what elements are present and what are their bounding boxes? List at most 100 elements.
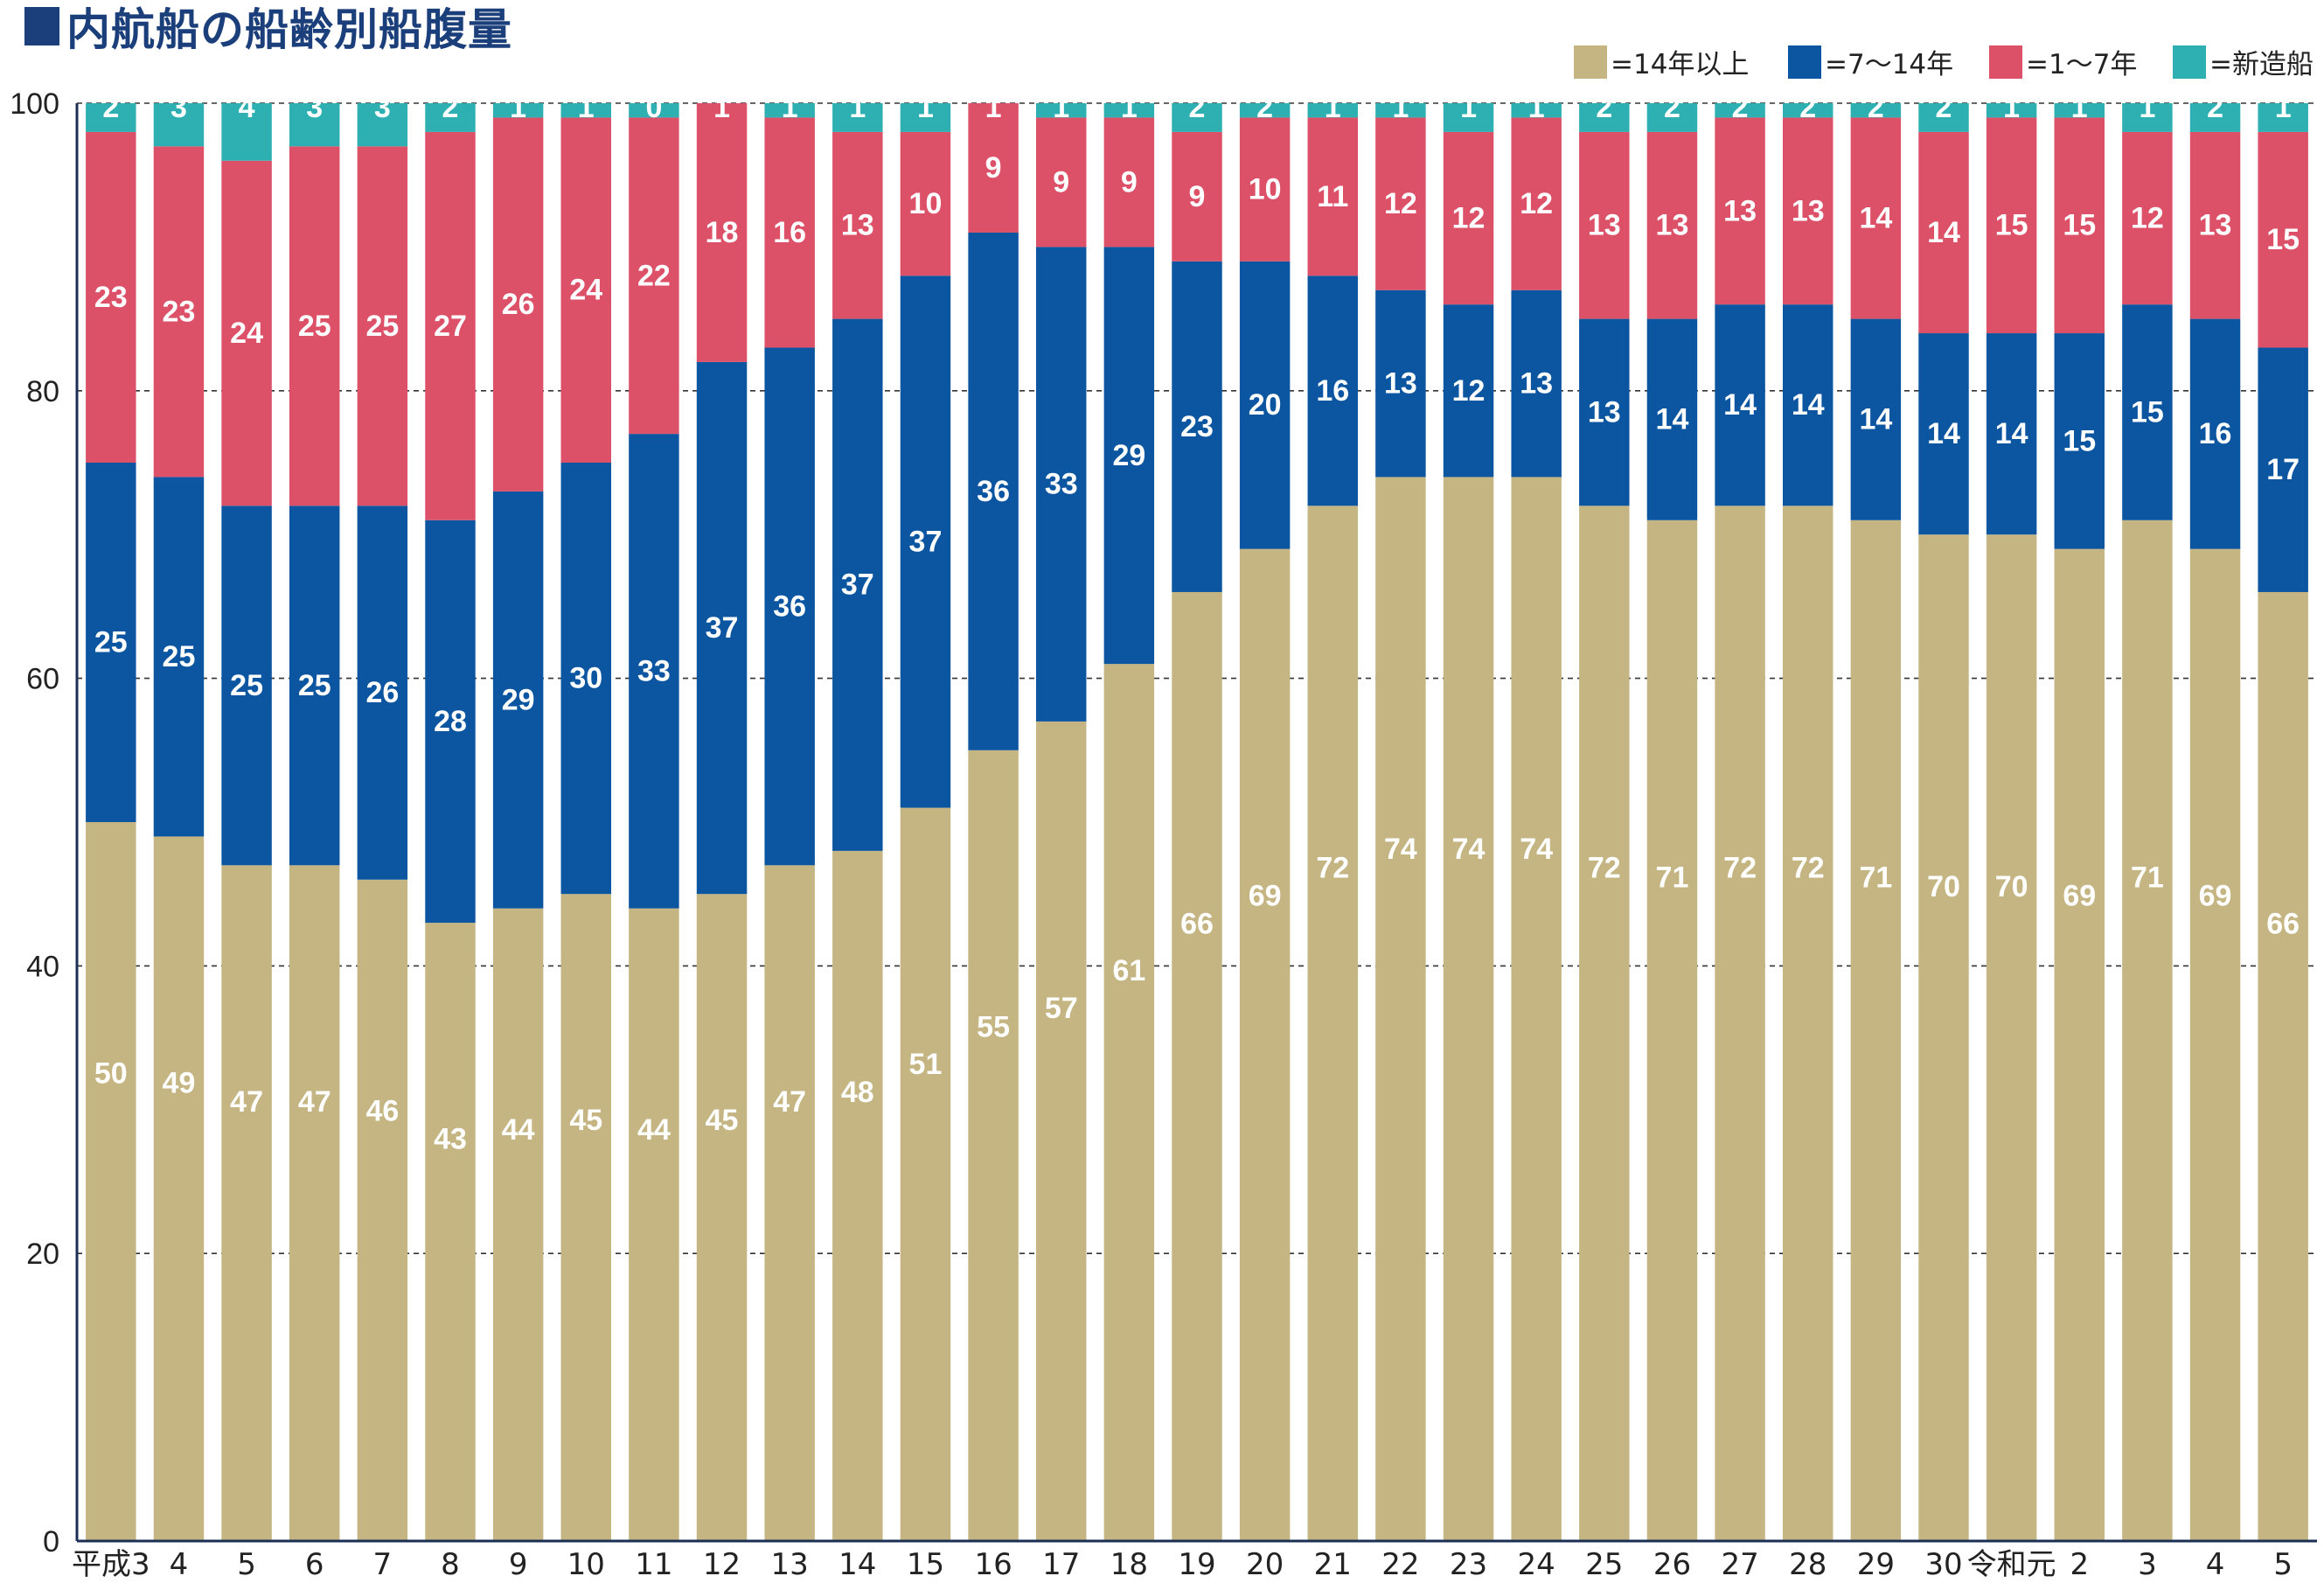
- x-tick-label: 3: [2138, 1547, 2157, 1582]
- bar-value-label: 1: [1460, 91, 1477, 124]
- bar-value-label: 47: [230, 1085, 263, 1119]
- y-tick-label: 40: [26, 950, 59, 983]
- bar-segment-y1to7: [289, 146, 340, 506]
- bar-value-label: 25: [298, 669, 331, 702]
- bar-segment-y7to14: [1375, 289, 1426, 478]
- bar-segment-y1to7: [629, 117, 679, 435]
- bar-value-label: 15: [1995, 209, 2028, 242]
- bar-segment-y1to7: [1036, 117, 1087, 248]
- bar-segment-y1to7: [221, 160, 272, 506]
- bar-value-label: 12: [1452, 374, 1486, 408]
- bar-value-label: 72: [1792, 852, 1825, 885]
- bar-segment-y7to14: [1103, 247, 1155, 665]
- bar-value-label: 74: [1384, 833, 1417, 866]
- bar-segment-y1to7: [560, 117, 611, 463]
- legend-swatch-y1to7: [1989, 45, 2022, 79]
- bar-segment-y1to7: [1307, 117, 1358, 276]
- bar-segment-y1to7: [1172, 131, 1222, 262]
- bar-value-label: 13: [1723, 194, 1757, 227]
- bar-value-label: 2: [442, 91, 459, 124]
- legend-label: =14年以上: [1611, 49, 1749, 80]
- bar-segment-new: [832, 103, 883, 132]
- x-tick-label: 27: [1721, 1547, 1758, 1582]
- bar-value-label: 14: [1656, 403, 1689, 436]
- bar-segment-new: [1850, 103, 1902, 118]
- bar-segment-new: [153, 103, 205, 147]
- x-tick-label: 7: [373, 1547, 393, 1582]
- bar-segment-y1to7: [1715, 117, 1765, 305]
- bar-value-label: 71: [1656, 861, 1689, 894]
- bar-segment-y7to14: [1986, 333, 2037, 535]
- bar-value-label: 2: [1732, 91, 1749, 124]
- bar-value-label: 45: [706, 1104, 739, 1137]
- bar-segment-over14: [86, 822, 136, 1541]
- bar-segment-over14: [900, 807, 951, 1541]
- bar-segment-y1to7: [86, 131, 136, 463]
- x-tick-label: 13: [771, 1547, 809, 1582]
- x-tick-label: 25: [1585, 1547, 1623, 1582]
- bar-segment-new: [1646, 103, 1698, 132]
- bar-segment-y7to14: [696, 361, 748, 895]
- bar-segment-y7to14: [86, 463, 136, 822]
- bar-segment-over14: [1511, 477, 1562, 1542]
- bar-segment-new: [492, 103, 544, 118]
- bar-segment-over14: [492, 908, 544, 1541]
- bar-value-label: 1: [2071, 91, 2088, 124]
- bar-segment-new: [1036, 103, 1087, 118]
- bar-value-label: 44: [502, 1113, 535, 1147]
- bar-segment-y1to7: [2122, 131, 2173, 305]
- bar-segment-over14: [1986, 534, 2037, 1542]
- bar-value-label: 14: [1792, 388, 1825, 422]
- bar-segment-new: [1443, 103, 1494, 132]
- bar-value-label: 14: [1927, 216, 1960, 249]
- bar-segment-new: [1715, 103, 1765, 118]
- bar-value-label: 25: [230, 669, 263, 702]
- legend-swatch-over14: [1574, 45, 1607, 79]
- bar-value-label: 47: [298, 1085, 331, 1119]
- bar-value-label: 17: [2266, 453, 2300, 486]
- bar-value-label: 0: [645, 91, 662, 124]
- bar-segment-over14: [764, 865, 815, 1541]
- bar-value-label: 11: [1317, 180, 1348, 213]
- bar-segment-y7to14: [357, 506, 408, 880]
- bar-value-label: 13: [2199, 209, 2232, 242]
- bar-value-label: 14: [1927, 417, 1960, 450]
- bar-value-label: 12: [2131, 202, 2164, 235]
- legend-label: =新造船: [2209, 49, 2314, 80]
- bar-value-label: 27: [434, 310, 467, 343]
- bar-value-label: 74: [1520, 833, 1553, 866]
- bar-segment-over14: [2122, 520, 2173, 1541]
- x-tick-label: 19: [1178, 1547, 1215, 1582]
- bar-value-label: 46: [365, 1094, 399, 1127]
- bar-value-label: 72: [1588, 852, 1621, 885]
- bar-value-label: 20: [1249, 388, 1282, 422]
- x-tick-label: 22: [1381, 1547, 1419, 1582]
- bar-segment-y7to14: [2122, 304, 2173, 520]
- bar-segment-new: [2189, 103, 2241, 132]
- bar-value-label: 15: [2063, 209, 2096, 242]
- bar-segment-y1to7: [1511, 117, 1562, 290]
- bar-value-label: 45: [569, 1104, 602, 1137]
- bar-segment-y7to14: [2054, 333, 2105, 549]
- bar-segment-y7to14: [2189, 318, 2241, 549]
- bar-segment-new: [1103, 103, 1155, 118]
- bar-segment-y7to14: [1307, 275, 1358, 506]
- bar-value-label: 2: [1799, 91, 1816, 124]
- bar-segment-new: [357, 103, 408, 147]
- bar-segment-new: [1783, 103, 1833, 118]
- bar-value-label: 16: [773, 216, 806, 249]
- bar-segment-y1to7: [968, 103, 1019, 233]
- x-tick-label: 令和元: [1967, 1547, 2056, 1582]
- bar-value-label: 1: [1053, 91, 1069, 124]
- x-tick-label: 11: [635, 1547, 672, 1582]
- bar-value-label: 1: [782, 91, 798, 124]
- bar-value-label: 13: [1384, 367, 1417, 401]
- bar-segment-y1to7: [1443, 131, 1494, 305]
- bar-value-label: 10: [1249, 173, 1282, 206]
- bar-value-label: 70: [1995, 870, 2028, 903]
- bar-segment-y7to14: [832, 318, 883, 851]
- bar-segment-over14: [1646, 520, 1698, 1541]
- bar-segment-y1to7: [1579, 131, 1630, 319]
- bar-value-label: 23: [1180, 410, 1214, 443]
- x-tick-label: 4: [170, 1547, 189, 1582]
